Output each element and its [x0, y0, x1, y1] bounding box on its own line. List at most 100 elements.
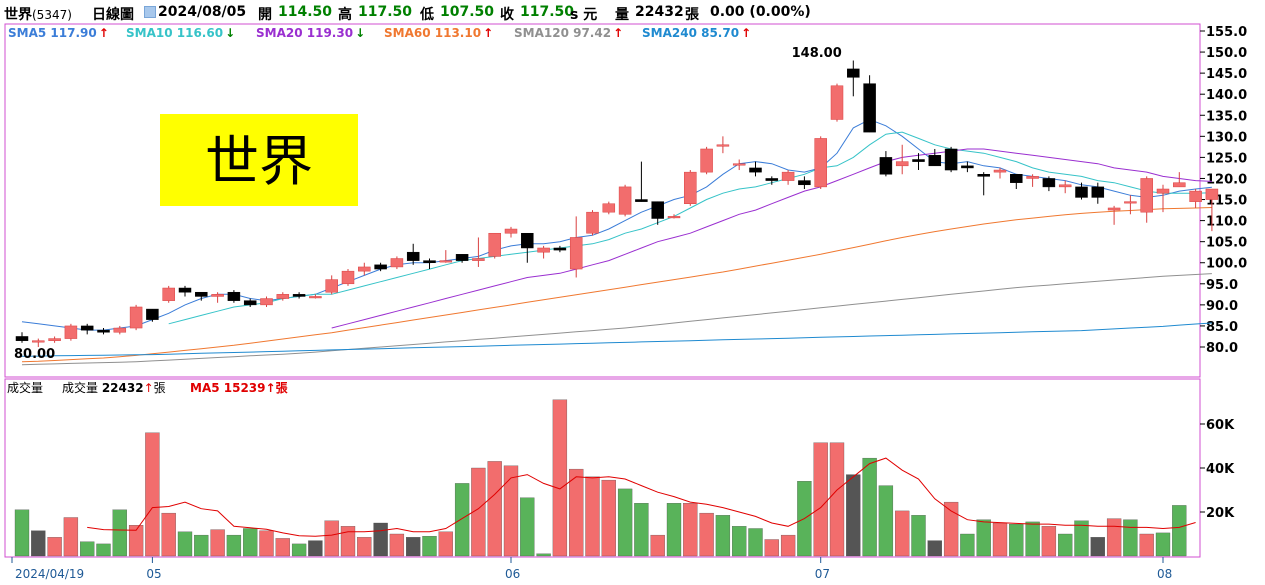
- volume-bar: [895, 510, 910, 557]
- candle: [781, 170, 795, 185]
- candle-body: [292, 294, 306, 297]
- volume-bar: [1041, 526, 1057, 557]
- candle: [325, 275, 338, 295]
- candle-body: [15, 336, 29, 341]
- candle-body: [732, 163, 746, 166]
- candle: [358, 262, 371, 276]
- open-label: 開: [258, 7, 272, 23]
- price-tick-label: 130.0: [1206, 130, 1247, 145]
- candle-body: [1042, 178, 1056, 188]
- chevron-down-icon[interactable]: [144, 6, 156, 18]
- date-tick-label: 07: [815, 567, 830, 581]
- volume-bar: [862, 457, 877, 557]
- volume-panel-title: 成交量: [7, 380, 43, 395]
- candle-body: [211, 294, 224, 297]
- candle: [1140, 176, 1153, 223]
- volume-bar: [1090, 537, 1105, 557]
- candle: [276, 292, 290, 301]
- candle: [292, 292, 306, 299]
- candle-body: [847, 68, 860, 78]
- volume-bar: [177, 531, 193, 557]
- sma-legend-item: SMA10 116.60 ↓: [126, 26, 235, 40]
- candle: [162, 285, 175, 303]
- candle-body: [406, 251, 420, 261]
- volume-bar: [960, 533, 975, 557]
- candle-body: [977, 174, 990, 177]
- volume-legend-label: 成交量: [62, 380, 102, 395]
- candle-body: [944, 148, 958, 171]
- candle: [1075, 182, 1088, 200]
- candle: [553, 245, 567, 253]
- candle: [814, 136, 827, 189]
- high-value: 117.50: [358, 4, 413, 20]
- date-axis: 2024/04/19 05 06 07 08: [11, 557, 1172, 581]
- volume-bar: [732, 526, 747, 557]
- volume-bar: [1009, 523, 1024, 557]
- price-tick-label: 110.0: [1206, 215, 1247, 230]
- candle-body: [113, 327, 127, 333]
- candle-body: [651, 201, 664, 219]
- volume-bar: [47, 537, 62, 557]
- volume-bar: [927, 540, 942, 557]
- candle: [32, 338, 45, 347]
- volume-bar: [634, 503, 649, 557]
- volume-tick-label: 20K: [1206, 506, 1235, 521]
- price-tick-label: 150.0: [1206, 46, 1247, 61]
- candle: [64, 323, 78, 341]
- volume-bar: [829, 442, 845, 557]
- candle: [863, 75, 876, 133]
- low-label: 低: [420, 7, 434, 23]
- volume-bar: [194, 534, 209, 557]
- volume-bar: [324, 520, 339, 557]
- sma-legend-item: SMA120 97.42 ↑: [514, 26, 623, 40]
- close-value: 117.50: [520, 4, 575, 20]
- volume-bar: [911, 515, 926, 557]
- candle: [1107, 205, 1121, 225]
- volume-value: 22432: [635, 4, 684, 20]
- candle: [341, 269, 355, 286]
- volume-bar: [161, 512, 176, 557]
- candle: [586, 210, 599, 236]
- sma-legend-item: SMA20 119.30 ↓: [256, 26, 365, 40]
- volume-ma-line: [87, 457, 1196, 537]
- volume-ma-label: MA5 15239: [190, 381, 266, 395]
- candle: [1156, 184, 1170, 213]
- candle-body: [390, 258, 404, 268]
- sma-legend-arrow: ↓: [225, 26, 235, 40]
- candle: [537, 245, 550, 259]
- sma-legend-item: SMA240 85.70 ↑: [642, 26, 751, 40]
- price-annotations: 148.00 80.00: [14, 46, 842, 362]
- volume-bar: [666, 503, 682, 557]
- volume-bars: [14, 399, 1187, 557]
- candle: [423, 258, 436, 270]
- date-tick-label: 2024/04/19: [15, 567, 84, 581]
- sma-legend-label: SMA240 85.70: [642, 26, 739, 40]
- price-tick-label: 155.0: [1206, 25, 1247, 40]
- candle-body: [928, 155, 942, 167]
- candle-body: [684, 171, 697, 204]
- quote-header: 世界(5347) 日線圖 2024/08/05 開 114.50 高 117.5…: [0, 0, 1265, 24]
- candle: [488, 232, 501, 259]
- candle-body: [1026, 176, 1039, 179]
- candle: [1124, 195, 1137, 215]
- candle-body: [97, 329, 110, 333]
- volume-bar: [764, 539, 779, 557]
- price-annotation: 148.00: [792, 46, 842, 61]
- candle-body: [863, 83, 876, 133]
- ma-line-sma120: [21, 273, 1212, 366]
- volume-bar: [471, 467, 486, 557]
- candle-body: [895, 161, 909, 167]
- volume-bar: [357, 537, 372, 557]
- candle: [749, 161, 762, 177]
- volume-bar: [226, 534, 242, 557]
- volume-bar: [210, 529, 225, 557]
- candle-body: [749, 167, 762, 173]
- candle-body: [1075, 186, 1088, 198]
- volume-bar: [243, 528, 258, 557]
- candle: [895, 144, 909, 175]
- volume-bar: [976, 519, 991, 557]
- candle-body: [1140, 178, 1153, 213]
- candle: [716, 136, 730, 154]
- chart-type-label[interactable]: 日線圖: [92, 7, 134, 23]
- candle-body: [1091, 186, 1105, 198]
